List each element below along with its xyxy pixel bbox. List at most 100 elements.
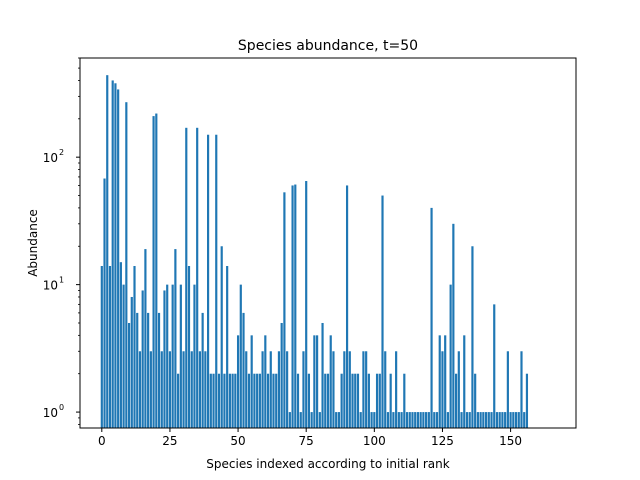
bar-species-143 — [490, 412, 493, 428]
bar-species-2 — [106, 75, 109, 429]
bar-species-30 — [182, 351, 185, 428]
bar-species-82 — [324, 373, 327, 428]
bar-species-66 — [280, 322, 283, 428]
bar-species-49 — [234, 373, 237, 428]
bar-species-68 — [286, 351, 289, 428]
bar-species-104 — [384, 351, 387, 428]
bar-species-103 — [381, 195, 384, 428]
bar-species-127 — [446, 412, 449, 428]
x-tick-label: 125 — [431, 434, 454, 448]
x-tick-label: 0 — [98, 434, 106, 448]
bar-species-17 — [147, 312, 150, 428]
bar-species-120 — [427, 412, 430, 428]
bar-species-77 — [310, 412, 313, 428]
bar-species-83 — [326, 373, 330, 428]
bar-species-1 — [103, 178, 106, 428]
bar-species-89 — [343, 351, 346, 428]
bar-species-132 — [460, 412, 463, 428]
bar-species-109 — [397, 412, 400, 428]
bar-species-67 — [283, 192, 286, 428]
bar-species-100 — [373, 412, 376, 428]
bar-species-15 — [141, 290, 144, 428]
bar-species-37 — [201, 312, 204, 428]
bar-species-3 — [108, 266, 112, 428]
bar-species-25 — [168, 351, 172, 428]
bar-species-137 — [474, 373, 477, 428]
bar-species-151 — [512, 412, 515, 428]
bar-species-64 — [275, 373, 278, 428]
y-tick-label: 10 — [43, 151, 58, 165]
x-tick-label: 50 — [230, 434, 245, 448]
bar-species-94 — [356, 373, 360, 428]
bar-species-48 — [231, 373, 234, 428]
bar-species-156 — [525, 373, 529, 428]
y-tick-label: 10 — [43, 406, 58, 420]
bar-species-90 — [345, 185, 349, 428]
bar-species-106 — [389, 373, 392, 428]
bar-species-98 — [367, 373, 370, 428]
x-tick-label: 75 — [299, 434, 314, 448]
bar-species-123 — [435, 412, 439, 428]
bar-species-44 — [220, 246, 223, 428]
bar-species-119 — [425, 412, 428, 428]
bar-species-99 — [370, 412, 373, 428]
bar-species-130 — [455, 373, 458, 428]
bar-species-9 — [125, 102, 128, 428]
bar-species-102 — [378, 373, 381, 428]
bar-species-78 — [313, 335, 316, 428]
bar-species-96 — [362, 351, 365, 428]
bar-species-55 — [250, 335, 253, 428]
bar-species-141 — [484, 412, 488, 428]
bar-species-131 — [457, 351, 460, 428]
x-tick-label: 25 — [162, 434, 177, 448]
bar-species-84 — [329, 335, 332, 428]
bar-species-11 — [130, 296, 133, 428]
bar-species-46 — [226, 266, 229, 428]
bar-species-18 — [149, 351, 152, 428]
bar-species-133 — [463, 335, 466, 428]
bar-species-5 — [114, 83, 117, 428]
bar-species-29 — [179, 284, 182, 428]
bar-species-87 — [337, 412, 340, 428]
bar-species-22 — [160, 351, 163, 428]
bar-species-39 — [207, 134, 210, 429]
bar-species-91 — [348, 351, 351, 428]
bar-species-111 — [403, 373, 406, 428]
bar-species-107 — [392, 412, 395, 428]
bar-species-74 — [302, 351, 305, 428]
bar-species-152 — [514, 412, 518, 428]
bar-species-150 — [509, 412, 512, 428]
bar-species-62 — [269, 351, 272, 428]
bar-species-41 — [212, 373, 215, 428]
bar-species-40 — [209, 373, 212, 428]
bar-species-138 — [476, 412, 479, 428]
bar-species-60 — [264, 335, 267, 428]
bar-species-148 — [504, 412, 507, 428]
bar-species-85 — [332, 351, 335, 428]
bar-species-112 — [405, 412, 409, 428]
bar-species-47 — [228, 373, 231, 428]
y-tick-exponent: 2 — [59, 148, 64, 157]
bar-species-7 — [119, 262, 122, 428]
bar-species-72 — [296, 373, 300, 428]
bar-species-139 — [479, 412, 482, 428]
bar-species-24 — [166, 284, 169, 428]
bar-species-19 — [152, 116, 155, 429]
bar-species-45 — [223, 373, 226, 428]
bar-species-23 — [163, 290, 166, 428]
bar-species-54 — [247, 373, 251, 428]
bar-species-128 — [449, 284, 452, 428]
bar-species-52 — [242, 312, 245, 428]
bar-species-13 — [136, 312, 139, 428]
bar-species-108 — [395, 351, 398, 428]
bar-species-142 — [487, 412, 490, 428]
bar-species-136 — [471, 246, 474, 428]
bar-species-73 — [299, 412, 302, 428]
bar-species-38 — [204, 351, 207, 428]
bar-species-65 — [277, 351, 281, 428]
bar-species-32 — [187, 266, 191, 428]
bar-species-10 — [127, 322, 131, 428]
bar-species-105 — [386, 412, 390, 428]
